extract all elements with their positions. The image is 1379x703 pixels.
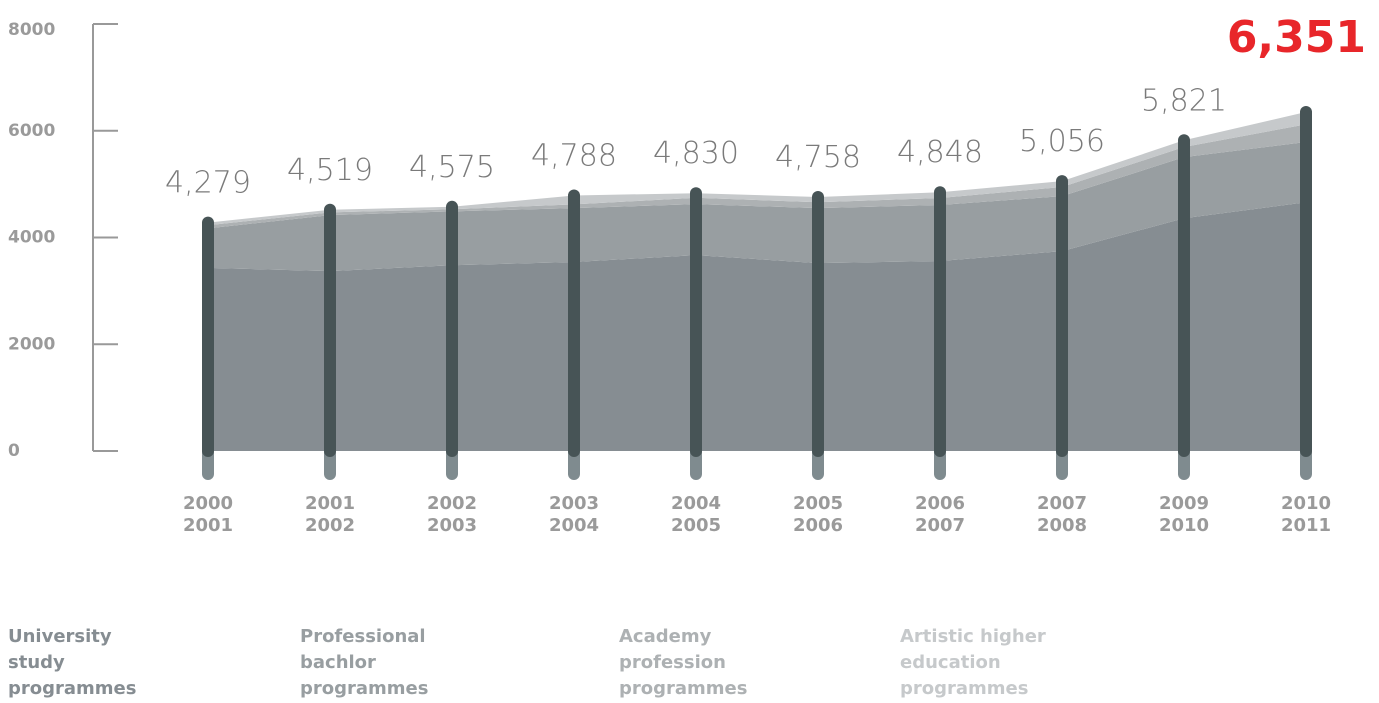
- value-label: 5,821: [1141, 83, 1227, 118]
- x-tick-label: 2007 2008: [1036, 493, 1088, 536]
- x-tick-label: 2006 2007: [914, 493, 966, 536]
- x-tick-label: 2005 2006: [792, 493, 844, 536]
- y-tick-label: 6000: [8, 121, 55, 141]
- legend-label: Professional bachlor programmes: [300, 626, 429, 699]
- x-tick-label: 2009 2010: [1158, 493, 1210, 536]
- value-label: 4,788: [531, 138, 617, 173]
- value-label: 4,830: [653, 136, 739, 171]
- area: [208, 141, 1306, 272]
- x-tick-label: 2001 2002: [304, 493, 356, 536]
- x-tick-label: 2000 2001: [182, 493, 234, 536]
- value-label: 4,575: [409, 150, 495, 185]
- x-tick-label: 2002 2003: [426, 493, 478, 536]
- x-tick-label: 2003 2004: [548, 493, 600, 536]
- x-tick-label: 2004 2005: [670, 493, 722, 536]
- value-label: 4,848: [897, 135, 983, 170]
- value-label: 4,519: [287, 153, 373, 188]
- legend-label: Academy profession programmes: [619, 626, 748, 699]
- value-label: 4,279: [165, 166, 251, 201]
- value-label: 4,758: [775, 140, 861, 175]
- legend-label: Artistic higher education programmes: [900, 626, 1046, 699]
- legend-label: University study programmes: [8, 626, 137, 699]
- y-tick-label: 8000: [8, 20, 55, 40]
- y-tick-label: 0: [8, 441, 20, 461]
- y-tick-label: 2000: [8, 334, 55, 354]
- value-label: 6,351: [1227, 12, 1366, 63]
- x-tick-label: 2010 2011: [1280, 493, 1332, 536]
- value-label: 5,056: [1019, 124, 1105, 159]
- y-tick-label: 4000: [8, 228, 55, 248]
